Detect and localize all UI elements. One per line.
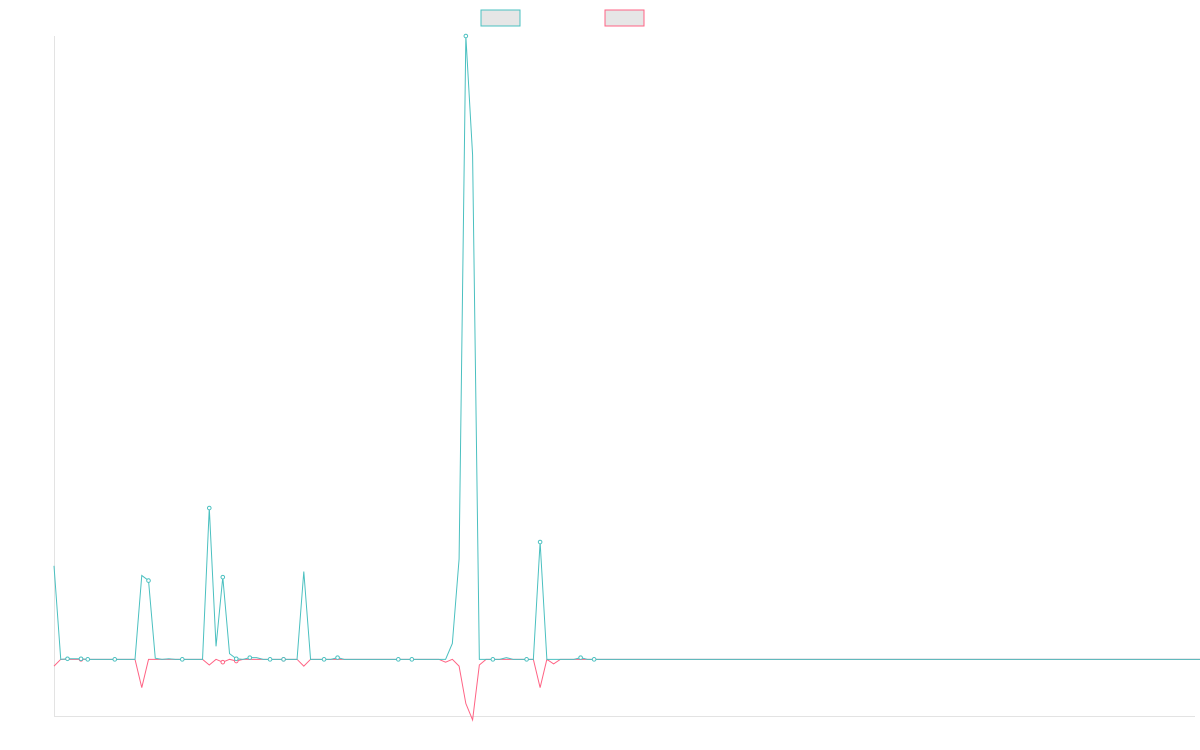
data-point-b[interactable]	[220, 659, 226, 665]
data-point-a[interactable]	[281, 657, 286, 662]
series-line-b	[53, 658, 1200, 722]
data-point-a[interactable]	[490, 657, 496, 662]
data-point-a[interactable]	[146, 578, 151, 583]
data-point-a[interactable]	[524, 657, 529, 662]
data-point-a[interactable]	[321, 657, 327, 662]
series-line-a	[53, 35, 1200, 660]
legend-swatch-series-b[interactable]	[604, 9, 645, 27]
data-point-a[interactable]	[65, 656, 70, 662]
plot-area	[53, 33, 1200, 722]
data-point-a[interactable]	[233, 656, 239, 662]
data-point-a[interactable]	[409, 657, 415, 662]
data-point-a[interactable]	[335, 655, 340, 660]
data-point-a[interactable]	[206, 505, 212, 511]
legend	[480, 9, 645, 27]
data-point-a[interactable]	[537, 539, 543, 545]
data-point-a[interactable]	[85, 657, 91, 662]
data-point-a[interactable]	[591, 657, 597, 662]
data-point-a[interactable]	[396, 657, 401, 662]
data-point-a[interactable]	[247, 655, 253, 660]
data-point-a[interactable]	[220, 574, 226, 580]
data-point-a[interactable]	[463, 33, 469, 39]
data-point-a[interactable]	[78, 656, 84, 662]
legend-swatch-series-a[interactable]	[480, 9, 521, 27]
data-point-a[interactable]	[267, 657, 273, 662]
data-point-a[interactable]	[179, 657, 185, 662]
data-point-a[interactable]	[578, 655, 583, 660]
data-point-a[interactable]	[112, 657, 118, 662]
